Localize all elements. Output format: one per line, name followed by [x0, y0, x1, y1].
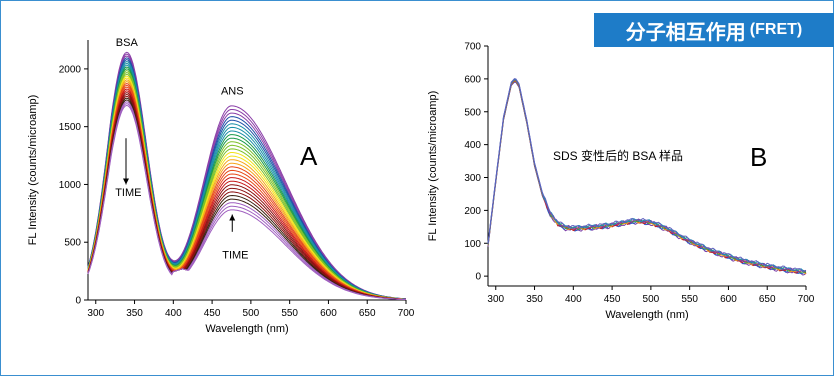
x-tick-label: 650 — [759, 294, 776, 305]
x-tick-label: 500 — [643, 294, 660, 305]
x-tick-label: 400 — [565, 294, 582, 305]
y-tick-label: 0 — [75, 296, 81, 307]
banner-subtitle: (FRET) — [749, 21, 803, 38]
y-tick-label: 300 — [464, 173, 481, 184]
x-tick-label: 300 — [487, 294, 504, 305]
spectrum-line-b — [487, 81, 807, 276]
y-axis-label: FL Intensity (counts/microamp) — [27, 95, 39, 246]
panel-letter: B — [750, 142, 767, 172]
x-tick-label: 600 — [320, 308, 337, 319]
spectrum-line-b — [487, 80, 807, 275]
panel-letter: A — [300, 141, 318, 171]
spectrum-line-b — [487, 78, 806, 272]
spectrum-line-b — [487, 79, 807, 274]
annotation-label: ANS — [221, 85, 244, 97]
y-tick-label: 100 — [464, 239, 481, 250]
x-tick-label: 550 — [281, 308, 298, 319]
annotation-label: TIME — [115, 187, 141, 199]
x-tick-label: 700 — [798, 294, 815, 305]
x-tick-label: 300 — [87, 308, 104, 319]
y-tick-label: 1000 — [59, 180, 82, 191]
x-tick-label: 650 — [359, 308, 376, 319]
spectra-b — [487, 78, 807, 276]
x-tick-label: 350 — [126, 308, 143, 319]
x-tick-label: 450 — [604, 294, 621, 305]
x-tick-label: 700 — [398, 308, 415, 319]
spectrum-line-b — [487, 80, 807, 274]
spectrum-line-a — [87, 103, 407, 300]
annotation-label: TIME — [222, 249, 248, 261]
spectrum-line-b — [487, 79, 807, 273]
y-tick-label: 2000 — [59, 64, 82, 75]
time-arrow-head — [229, 214, 236, 221]
y-tick-label: 700 — [464, 42, 481, 53]
chart-b-title: SDS 变性后的 BSA 样品 — [553, 148, 683, 163]
x-tick-label: 550 — [681, 294, 698, 305]
y-tick-label: 200 — [464, 206, 481, 217]
x-axis-label: Wavelength (nm) — [605, 309, 688, 321]
y-axis-label: FL Intensity (counts/microamp) — [427, 91, 439, 242]
spectrum-line-a — [87, 104, 407, 300]
y-tick-label: 0 — [475, 272, 481, 283]
annotation-label: BSA — [116, 37, 139, 49]
time-arrow-head — [123, 178, 130, 185]
y-tick-label: 600 — [464, 74, 481, 85]
spectra-a — [87, 51, 407, 300]
x-tick-label: 400 — [165, 308, 182, 319]
x-tick-label: 450 — [204, 308, 221, 319]
y-tick-label: 1500 — [59, 122, 82, 133]
spectrum-line-b — [487, 81, 807, 275]
x-tick-label: 600 — [720, 294, 737, 305]
title-banner: 分子相互作用 (FRET) — [594, 13, 834, 47]
spectrum-line-b — [487, 78, 807, 273]
x-axis-label: Wavelength (nm) — [205, 323, 288, 335]
x-tick-label: 500 — [243, 308, 260, 319]
y-tick-label: 400 — [464, 140, 481, 151]
x-tick-label: 350 — [526, 294, 543, 305]
chart-b: 300 350 400 450 500 550 600 650 700 0 100 200 300 400… — [427, 42, 815, 322]
banner-title: 分子相互作用 — [625, 21, 746, 44]
chart-a: 300 350 400 450 500 550 600 650 700 0 500 1000 1500 2… — [27, 37, 415, 335]
y-tick-label: 500 — [464, 107, 481, 118]
y-tick-label: 500 — [64, 238, 81, 249]
